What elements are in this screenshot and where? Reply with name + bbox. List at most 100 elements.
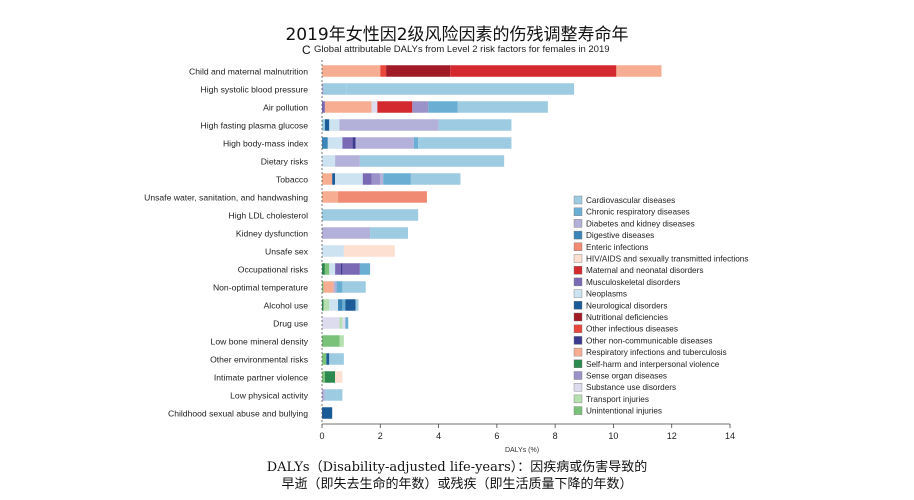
- bar-segment-cardiovascular-diseases: [457, 101, 548, 113]
- legend-label-enteric-infections: Enteric infections: [586, 243, 648, 252]
- bar-segment-neoplasms: [322, 245, 344, 257]
- legend-label-nutritional-deficiencies: Nutritional deficiencies: [586, 313, 668, 322]
- category-label: High systolic blood pressure: [201, 85, 309, 95]
- bar-segment-diabetes-and-kidney-diseases: [322, 83, 324, 95]
- bar-segment-self-harm-and-interpersonal-violence: [324, 371, 336, 383]
- bar-segment-respiratory-infections-and-tuberculosis: [323, 281, 334, 293]
- bar-segment-self-harm-and-interpersonal-violence: [322, 299, 324, 311]
- bar-segment-cardiovascular-diseases: [410, 173, 461, 185]
- legend-swatch-musculoskeletal-disorders: [573, 277, 583, 287]
- bar-segment-cardiovascular-diseases: [322, 119, 325, 131]
- legend-swatch-enteric-infections: [573, 242, 583, 252]
- bar-segment-diabetes-and-kidney-diseases: [339, 119, 439, 131]
- caption-line-1: DALYs（Disability-adjusted life-years）：因疾…: [266, 460, 648, 475]
- chart-subtitle: Global attributable DALYs from Level 2 r…: [314, 44, 610, 55]
- bar-segment-maternal-and-neonatal-disorders: [377, 101, 413, 113]
- legend-swatch-sense-organ-diseases: [573, 371, 583, 380]
- legend-label-chronic-respiratory-diseases: Chronic respiratory diseases: [586, 208, 690, 217]
- bar-segment-unintentional-injuries: [322, 281, 324, 293]
- x-tick-label: 14: [725, 431, 735, 441]
- bar-segment-other-infectious-diseases: [380, 65, 387, 77]
- category-label: Air pollution: [263, 103, 308, 113]
- bar-segment-hiv-aids-and-sexually-transmitted-infections: [343, 245, 395, 257]
- bar-segment-unintentional-injuries: [324, 263, 330, 275]
- bar-segment-substance-use-disorders: [322, 317, 340, 329]
- bar-segment-cardiovascular-diseases: [329, 353, 344, 365]
- legend-swatch-maternal-and-neonatal-disorders: [573, 266, 583, 275]
- bar-segment-chronic-respiratory-diseases: [428, 101, 458, 113]
- legend-swatch-chronic-respiratory-diseases: [573, 207, 583, 216]
- bar-segment-diabetes-and-kidney-diseases: [335, 155, 360, 167]
- bar-segment-hiv-aids-and-sexually-transmitted-infections: [335, 371, 343, 383]
- panel-letter: C: [302, 43, 311, 57]
- legend-label-cardiovascular-diseases: Cardiovascular diseases: [586, 196, 675, 205]
- bar-segment-chronic-respiratory-diseases: [383, 173, 411, 185]
- bar-segment-unintentional-injuries: [322, 353, 327, 365]
- category-label: Child and maternal malnutrition: [189, 67, 308, 77]
- bar-segment-digestive-diseases: [322, 137, 328, 149]
- bar-segment-neoplasms: [329, 263, 336, 275]
- category-label: High fasting plasma glucose: [201, 121, 309, 131]
- legend-swatch-digestive-diseases: [573, 230, 583, 240]
- bar-segment-diabetes-and-kidney-diseases: [380, 173, 384, 185]
- bar-segment-respiratory-infections-and-tuberculosis: [322, 65, 381, 77]
- x-tick-label: 6: [494, 431, 499, 441]
- bar-segment-diabetes-and-kidney-diseases: [333, 281, 337, 293]
- category-label: Unsafe sex: [265, 247, 309, 257]
- legend-label-neoplasms: Neoplasms: [586, 290, 627, 299]
- category-label: Low physical activity: [230, 391, 309, 401]
- bar-segment-neurological-disorders: [332, 173, 336, 185]
- bar-segment-transport-injuries: [339, 335, 344, 347]
- x-tick-label: 10: [608, 431, 618, 441]
- bar-segment-transport-injuries: [339, 317, 343, 329]
- bar-segment-digestive-diseases: [338, 299, 343, 311]
- category-label: Unsafe water, sanitation, and handwashin…: [144, 193, 308, 203]
- legend-label-unintentional-injuries: Unintentional injuries: [586, 407, 662, 416]
- x-tick-label: 8: [553, 431, 558, 441]
- legend-swatch-hiv-aids-and-sexually-transmitted-infections: [573, 254, 583, 263]
- legend-label-respiratory-infections-and-tuberculosis: Respiratory infections and tuberculosis: [586, 348, 727, 357]
- bar-segment-neoplasms: [329, 299, 339, 311]
- category-label: Alcohol use: [264, 301, 309, 311]
- legend-label-sense-organ-diseases: Sense organ diseases: [586, 372, 667, 381]
- legend-swatch-unintentional-injuries: [573, 406, 583, 415]
- legend-swatch-other-infectious-diseases: [573, 324, 583, 333]
- category-label: Drug use: [273, 319, 308, 329]
- legend-label-other-infectious-diseases: Other infectious diseases: [586, 325, 678, 334]
- legend-label-self-harm-and-interpersonal-violence: Self-harm and interpersonal violence: [586, 360, 720, 369]
- bar-segment-diabetes-and-kidney-diseases: [355, 137, 414, 149]
- bar-segment-musculoskeletal-disorders: [342, 137, 353, 149]
- category-label: Other environmental risks: [210, 355, 308, 365]
- bar-segment-cardiovascular-diseases: [342, 281, 366, 293]
- bar-segment-neoplasms: [329, 119, 340, 131]
- category-label: Dietary risks: [261, 157, 308, 167]
- bar-segment-musculoskeletal-disorders: [362, 173, 372, 185]
- bar-segment-other-non-communicable-diseases: [352, 137, 356, 149]
- bar-segment-respiratory-infections-and-tuberculosis: [324, 101, 372, 113]
- category-label: High LDL cholesterol: [229, 211, 309, 221]
- category-label: Intimate partner violence: [214, 373, 308, 383]
- legend-swatch-other-non-communicable-diseases: [573, 336, 583, 345]
- bar-segment-neurological-disorders: [345, 299, 356, 311]
- bar-segment-musculoskeletal-disorders: [335, 263, 341, 275]
- legend-swatch-substance-use-disorders: [573, 383, 583, 392]
- legend-swatch-transport-injuries: [573, 394, 583, 404]
- bar-segment-substance-use-disorders: [371, 101, 378, 113]
- bar-segment-neurological-disorders: [322, 407, 333, 419]
- bar-segment-musculoskeletal-disorders: [322, 101, 325, 113]
- bar-segment-cardiovascular-diseases: [346, 83, 575, 95]
- bar-segment-neoplasms: [335, 173, 363, 185]
- bar-segment-enteric-infections: [338, 191, 427, 203]
- bar-segment-chronic-respiratory-diseases: [413, 137, 419, 149]
- legend-swatch-self-harm-and-interpersonal-violence: [573, 359, 583, 368]
- legend-swatch-neoplasms: [573, 289, 583, 298]
- legend-swatch-neurological-disorders: [573, 301, 583, 310]
- legend-swatch-respiratory-infections-and-tuberculosis: [573, 347, 583, 357]
- bar-segment-diabetes-and-kidney-diseases: [322, 227, 371, 239]
- bar-segment-respiratory-infections-and-tuberculosis: [616, 65, 662, 77]
- page-title: 2019年女性因2级风险因素的伤残调整寿命年: [285, 25, 629, 45]
- category-label: High body-mass index: [223, 139, 309, 149]
- category-label: Childhood sexual abuse and bullying: [168, 409, 308, 419]
- category-label: Low bone mineral density: [211, 337, 309, 347]
- bar-segment-cardiovascular-diseases: [324, 389, 343, 401]
